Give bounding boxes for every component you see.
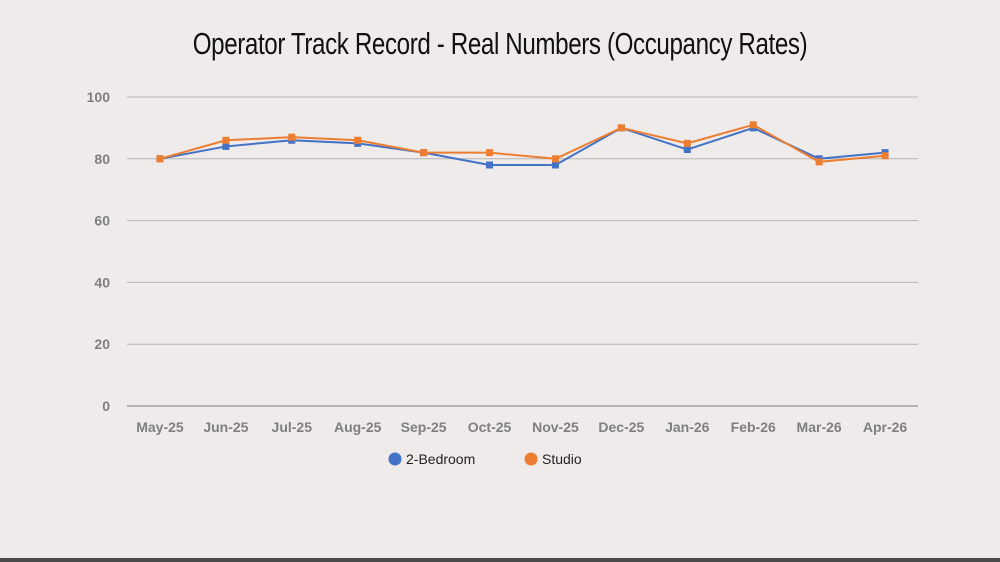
data-point xyxy=(683,139,691,147)
data-point xyxy=(881,152,889,160)
x-tick-label: Dec-25 xyxy=(598,419,644,435)
x-tick-label: Oct-25 xyxy=(468,419,512,435)
bottom-divider xyxy=(0,558,1000,562)
data-point xyxy=(486,149,494,157)
x-tick-label: Apr-26 xyxy=(863,419,908,435)
x-tick-label: Aug-25 xyxy=(334,419,382,435)
data-point xyxy=(156,155,164,163)
data-point xyxy=(749,121,757,129)
data-point xyxy=(551,155,559,163)
data-point xyxy=(486,161,494,169)
y-tick-label: 0 xyxy=(102,398,110,414)
y-axis-ticks: 0 20 40 60 80 100 xyxy=(87,89,111,414)
data-point xyxy=(354,136,362,144)
y-tick-label: 80 xyxy=(94,151,110,167)
legend-label: 2-Bedroom xyxy=(406,451,475,467)
series-line xyxy=(159,123,886,163)
data-point xyxy=(551,161,559,169)
x-tick-label: Sep-25 xyxy=(401,419,447,435)
legend: 2-Bedroom Studio xyxy=(388,451,582,467)
x-tick-label: Jul-25 xyxy=(272,419,313,435)
x-tick-label: May-25 xyxy=(136,419,184,435)
legend-label: Studio xyxy=(542,451,582,467)
data-point xyxy=(222,136,230,144)
data-point xyxy=(617,124,625,132)
data-point xyxy=(683,146,691,154)
y-tick-label: 20 xyxy=(94,336,110,352)
y-tick-label: 100 xyxy=(87,89,111,105)
series-1 xyxy=(156,121,889,166)
series-0 xyxy=(156,124,889,169)
legend-marker xyxy=(388,452,402,466)
x-tick-label: Jan-26 xyxy=(665,419,710,435)
chart-title: Operator Track Record - Real Numbers (Oc… xyxy=(192,26,808,61)
data-point xyxy=(222,142,230,150)
series-group xyxy=(156,121,889,169)
data-point xyxy=(420,149,428,157)
data-point xyxy=(288,133,296,141)
y-tick-label: 40 xyxy=(94,274,110,290)
data-point xyxy=(815,158,823,166)
series-line xyxy=(159,126,886,166)
x-tick-label: Nov-25 xyxy=(532,419,579,435)
legend-marker xyxy=(524,452,538,466)
y-tick-label: 60 xyxy=(94,213,110,229)
gridlines xyxy=(127,96,918,407)
x-tick-label: Mar-26 xyxy=(797,419,842,435)
x-tick-label: Jun-25 xyxy=(203,419,248,435)
x-tick-label: Feb-26 xyxy=(731,419,776,435)
x-axis-ticks: May-25 Jun-25 Jul-25 Aug-25 Sep-25 Oct-25 Nov-… xyxy=(136,419,907,435)
